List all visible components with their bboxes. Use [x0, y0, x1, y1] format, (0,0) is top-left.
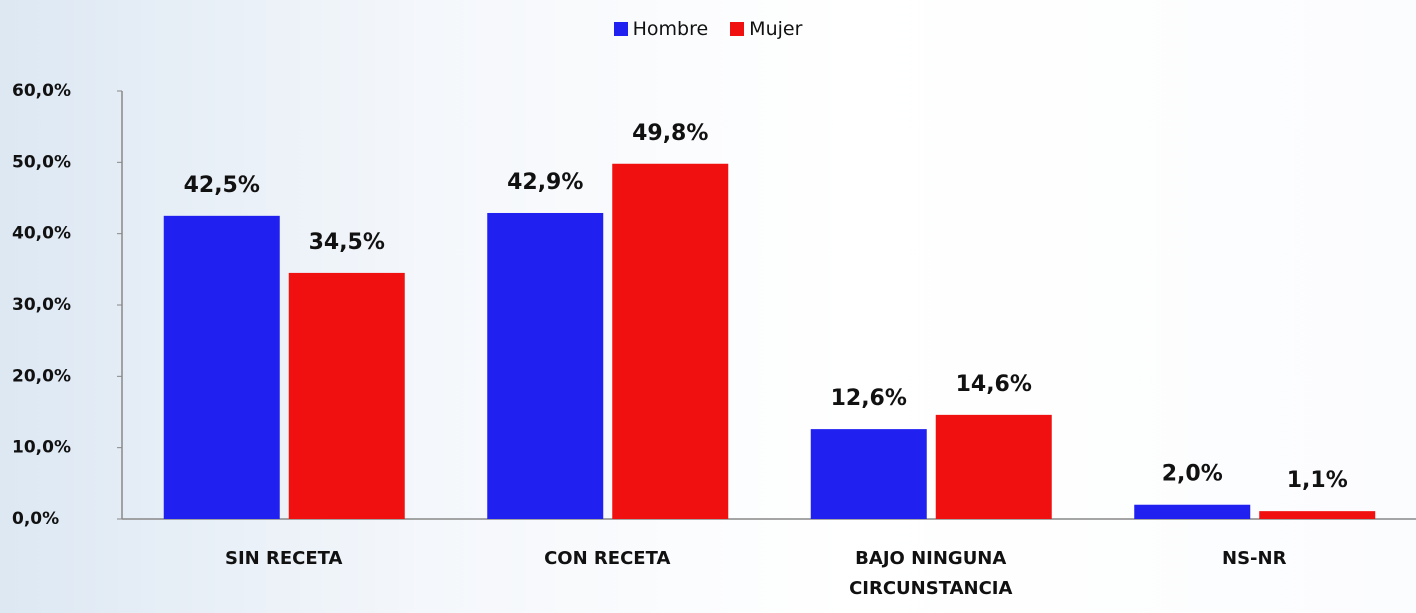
- legend-swatch: [730, 22, 745, 36]
- legend-swatch: [613, 22, 628, 36]
- value-label: 14,6%: [956, 372, 1032, 397]
- bar: [810, 429, 927, 519]
- y-tick-label: 0,0%: [12, 509, 59, 529]
- y-tick-label: 60,0%: [12, 81, 71, 101]
- x-tick-label: CON RECETA: [544, 548, 671, 569]
- legend-label: Hombre: [632, 18, 709, 40]
- bar: [1134, 504, 1251, 519]
- y-tick-label: 40,0%: [12, 224, 71, 244]
- value-label: 42,5%: [184, 173, 260, 198]
- bar: [288, 272, 405, 519]
- value-label: 42,9%: [507, 170, 583, 195]
- bar: [487, 212, 604, 520]
- y-tick-label: 50,0%: [12, 152, 71, 172]
- value-label: 12,6%: [831, 386, 907, 411]
- legend: Hombre Mujer: [0, 18, 1416, 40]
- x-tick-label: NS-NR: [1222, 548, 1287, 569]
- value-label: 34,5%: [309, 230, 385, 255]
- y-tick-label: 20,0%: [12, 366, 71, 386]
- value-label: 1,1%: [1287, 468, 1348, 493]
- y-tick-label: 30,0%: [12, 295, 71, 315]
- legend-item: Hombre: [613, 18, 709, 40]
- legend-label: Mujer: [749, 18, 803, 40]
- y-tick-label: 10,0%: [12, 438, 71, 458]
- bar: [163, 215, 280, 520]
- value-label: 49,8%: [632, 121, 708, 146]
- bar: [1259, 511, 1376, 519]
- x-tick-label: SIN RECETA: [225, 548, 343, 569]
- bar: [612, 163, 729, 519]
- bar: [935, 414, 1052, 519]
- x-tick-label: BAJO NINGUNA CIRCUNSTANCIA: [849, 548, 1013, 599]
- legend-item: Mujer: [730, 18, 802, 40]
- value-label: 2,0%: [1162, 462, 1223, 487]
